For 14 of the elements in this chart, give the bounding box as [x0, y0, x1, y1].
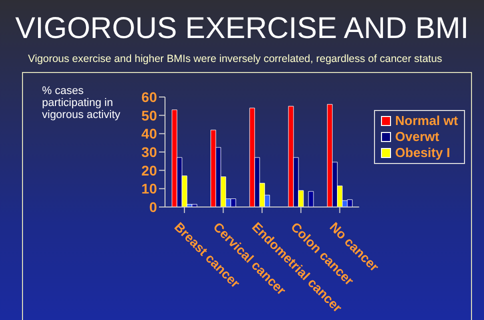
y-tick-label: 0 — [149, 198, 158, 215]
legend-label: Overwt — [395, 129, 440, 145]
y-axis-title: % cases participating in vigorous activity — [42, 85, 122, 121]
legend-label: Normal wt — [395, 113, 458, 129]
y-tick-label: 30 — [141, 144, 158, 160]
y-tick-label: 60 — [141, 88, 158, 105]
y-tick-label: 50 — [141, 107, 158, 124]
chart-subtitle: Vigorous exercise and higher BMIs were inversely correlated, regardless of cancer status — [28, 53, 442, 65]
legend-label: Obesity I — [395, 145, 450, 161]
bar — [308, 191, 314, 207]
y-tick-label: 40 — [141, 126, 158, 142]
y-tick-label: 10 — [141, 180, 158, 197]
chart-title: VIGOROUS EXERCISE AND BMI — [14, 12, 470, 46]
y-tick-label: 20 — [141, 162, 158, 178]
